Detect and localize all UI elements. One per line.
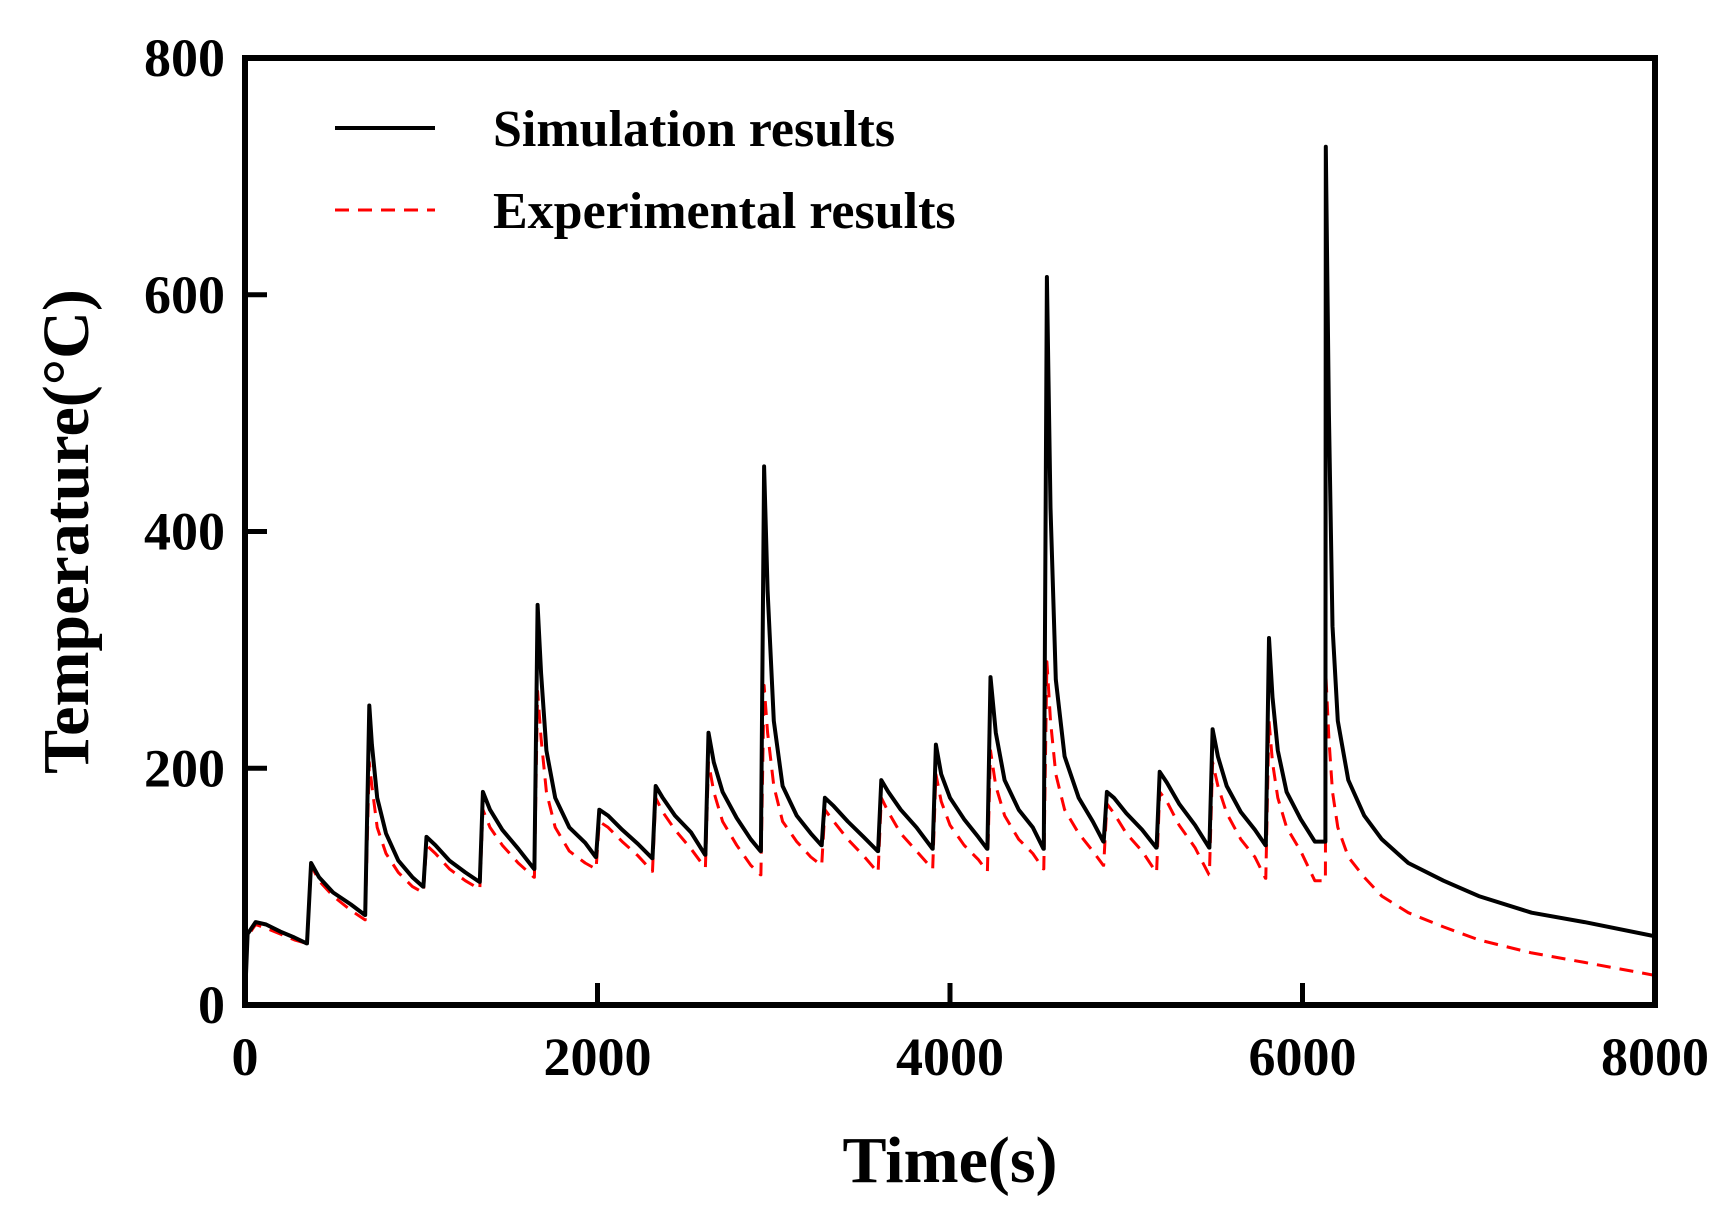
- legend: Simulation results Experimental results: [335, 101, 956, 240]
- y-tick-label: 200: [144, 738, 225, 798]
- y-tick-label: 600: [144, 265, 225, 325]
- y-tick-label: 0: [198, 975, 225, 1035]
- x-tick-label: 2000: [544, 1027, 652, 1087]
- x-tick-label: 8000: [1601, 1027, 1709, 1087]
- ticks-layer: 0 2000 4000 6000 8000 0 200 400 600 800: [144, 28, 1709, 1087]
- x-axis-title: Time(s): [842, 1124, 1057, 1197]
- x-tick-label: 4000: [896, 1027, 1004, 1087]
- x-tick-label: 0: [232, 1027, 259, 1087]
- series-line-experimental: [243, 660, 1656, 1000]
- series-line-simulation: [243, 144, 1656, 1000]
- series-layer: [243, 144, 1656, 1000]
- y-axis-title: Temperature(°C): [30, 289, 103, 774]
- x-tick-label: 6000: [1249, 1027, 1357, 1087]
- y-tick-label: 800: [144, 28, 225, 88]
- legend-label-experimental: Experimental results: [493, 183, 956, 240]
- legend-label-simulation: Simulation results: [493, 101, 895, 158]
- y-tick-label: 400: [144, 502, 225, 562]
